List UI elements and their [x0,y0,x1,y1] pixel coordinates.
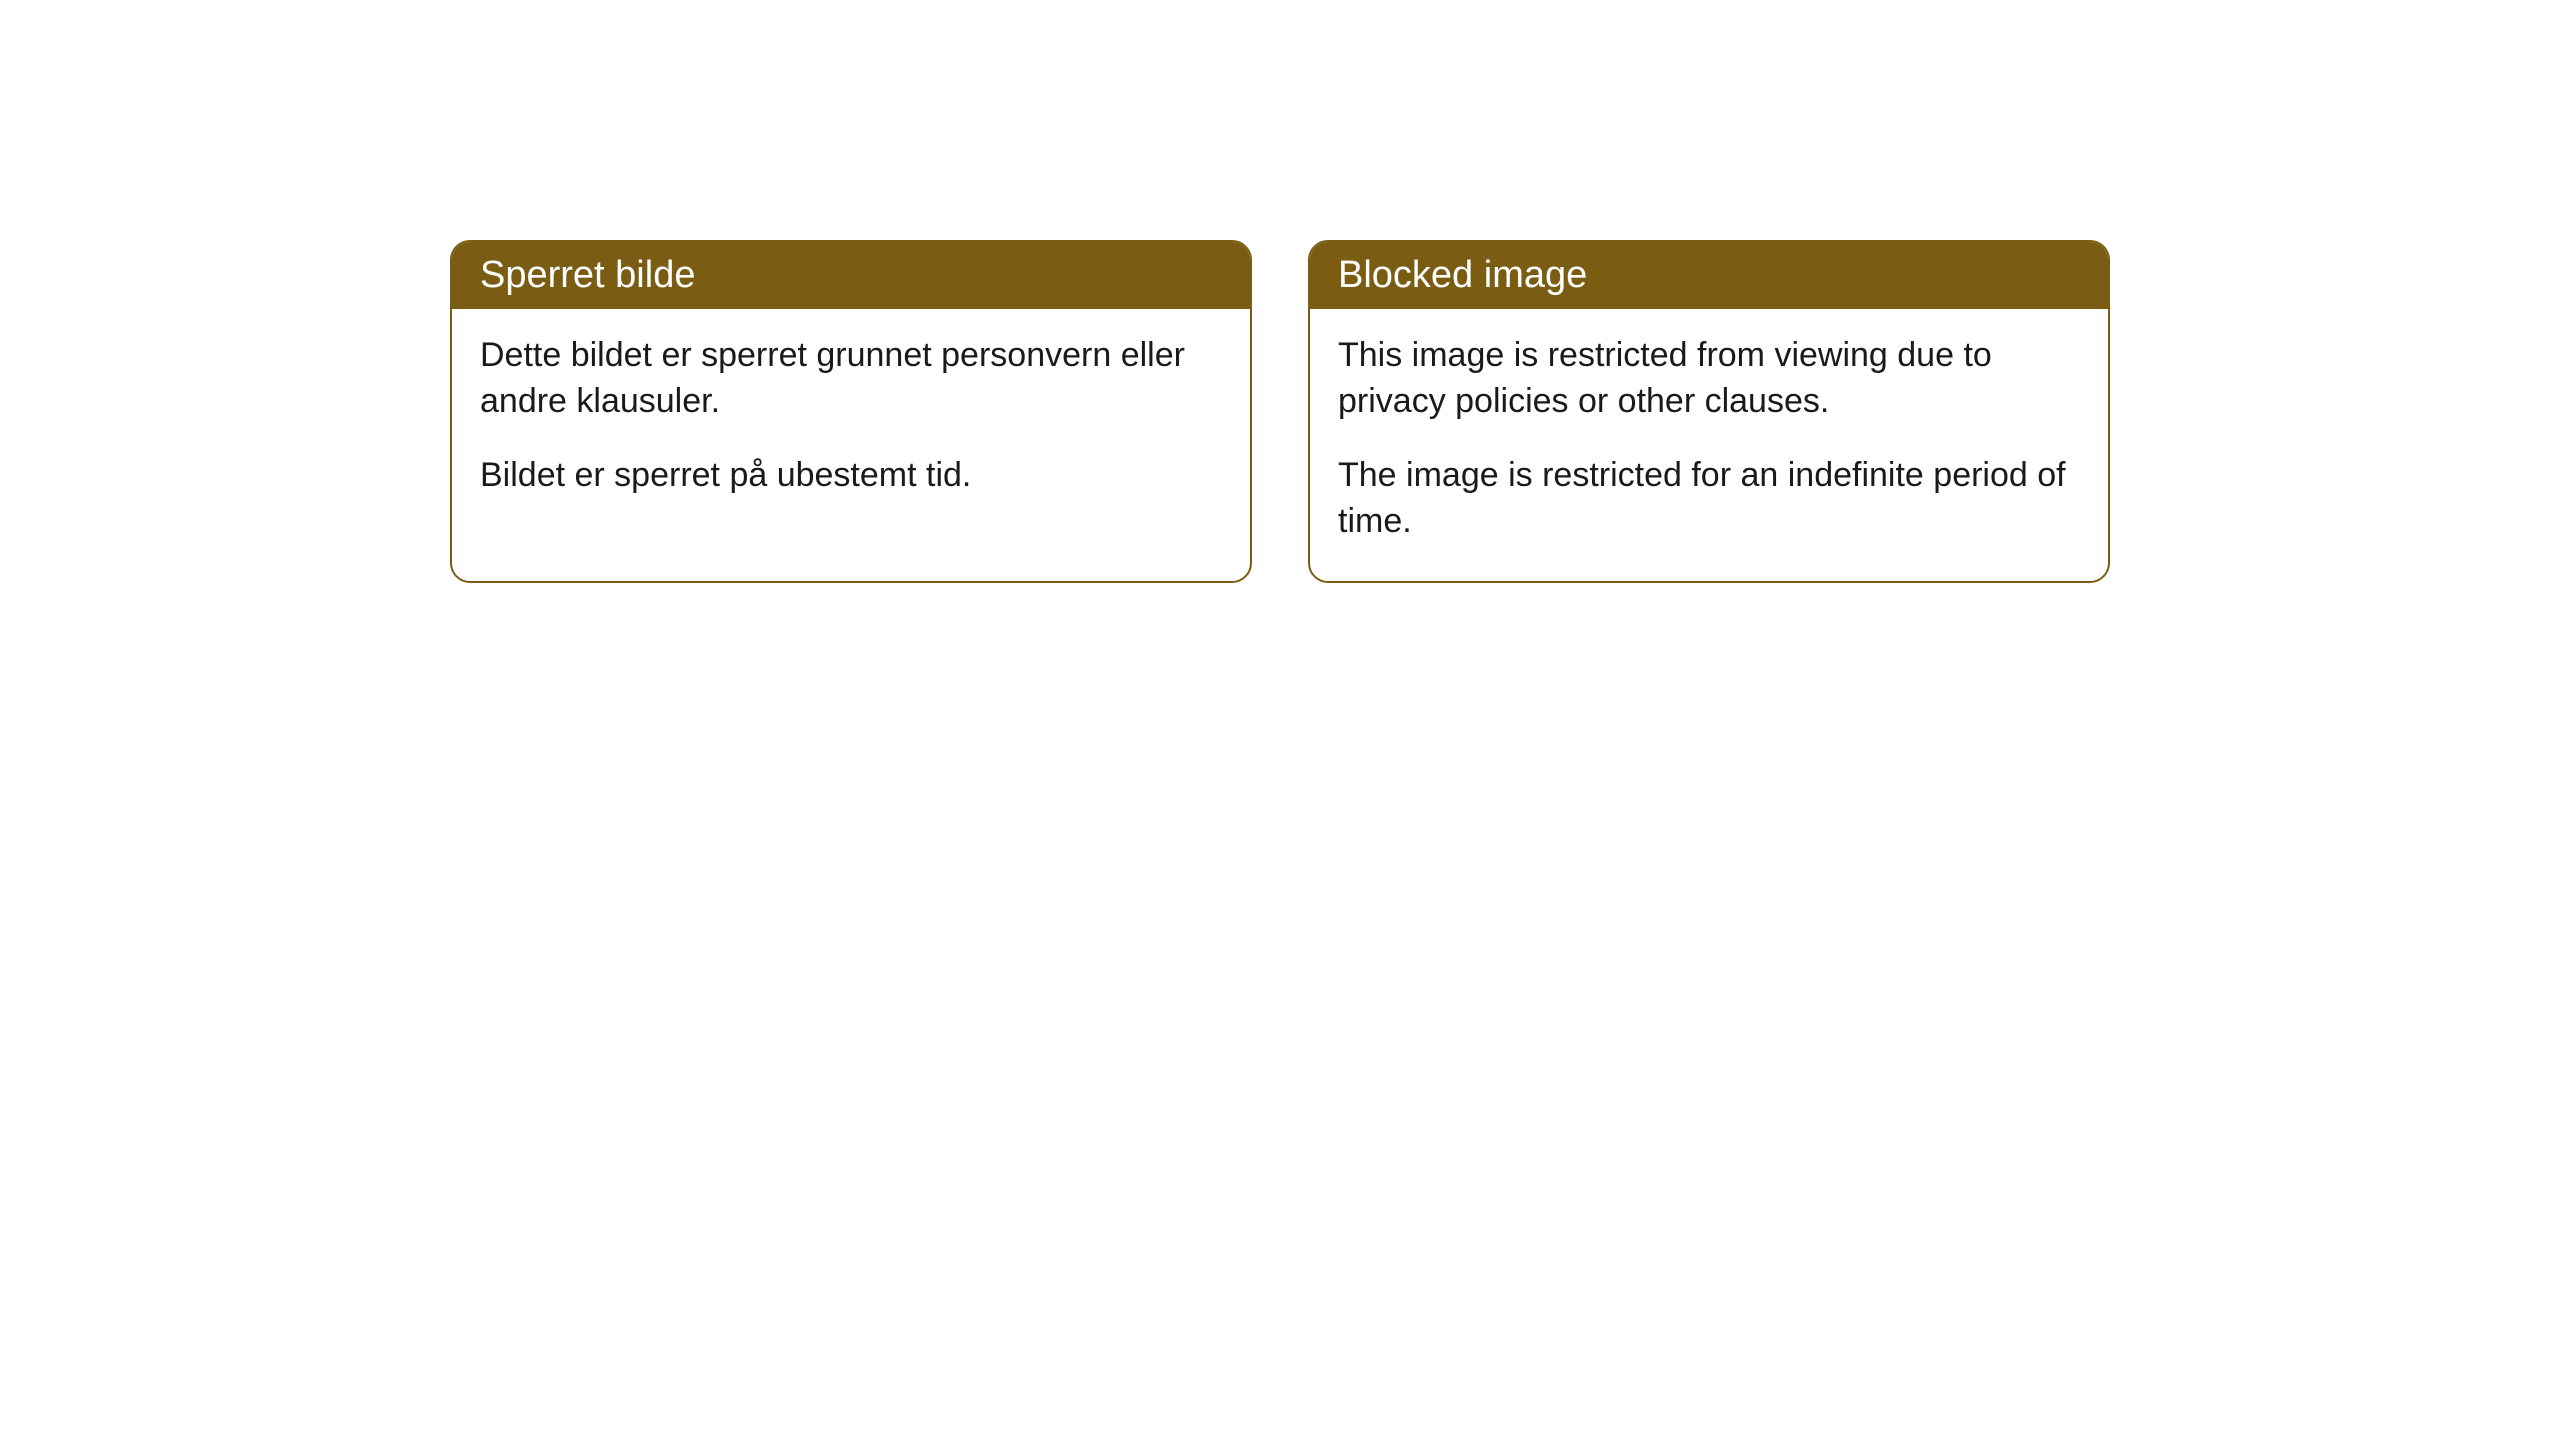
card-text-english-1: This image is restricted from viewing du… [1338,333,2080,425]
card-header-english: Blocked image [1310,242,2108,309]
card-text-norwegian-1: Dette bildet er sperret grunnet personve… [480,333,1222,425]
notice-card-english: Blocked image This image is restricted f… [1308,240,2110,583]
card-body-english: This image is restricted from viewing du… [1310,309,2108,581]
card-text-english-2: The image is restricted for an indefinit… [1338,453,2080,545]
card-title-english: Blocked image [1338,254,1587,296]
card-body-norwegian: Dette bildet er sperret grunnet personve… [452,309,1250,535]
card-title-norwegian: Sperret bilde [480,254,695,296]
card-header-norwegian: Sperret bilde [452,242,1250,309]
notice-cards-container: Sperret bilde Dette bildet er sperret gr… [0,240,2560,583]
notice-card-norwegian: Sperret bilde Dette bildet er sperret gr… [450,240,1252,583]
card-text-norwegian-2: Bildet er sperret på ubestemt tid. [480,453,1222,499]
